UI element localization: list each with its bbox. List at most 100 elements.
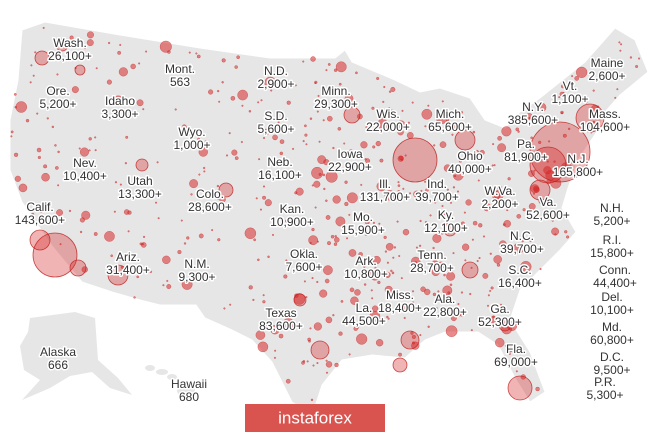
- bubble: [36, 112, 39, 115]
- bubble: [292, 147, 295, 150]
- bubble: [262, 128, 270, 136]
- bubble: [553, 160, 556, 163]
- bubble: [576, 66, 588, 78]
- state-name: Ala.: [435, 292, 456, 306]
- bubble: [118, 67, 128, 77]
- state-name: Ga.: [490, 302, 509, 316]
- bubble: [127, 230, 130, 233]
- bubble: [384, 285, 393, 294]
- bubble: [79, 217, 85, 223]
- bubble: [441, 183, 444, 186]
- bubble: [376, 76, 380, 80]
- state-count: 10,800+: [344, 267, 388, 281]
- bubble: [614, 96, 617, 99]
- bubble: [334, 235, 337, 238]
- bubble: [218, 100, 221, 103]
- bubble: [78, 147, 81, 150]
- bubble: [486, 304, 490, 307]
- bubble: [477, 179, 480, 182]
- bubble: [236, 55, 240, 59]
- bubble: [265, 176, 268, 179]
- bubble: [515, 127, 520, 132]
- bubble: [436, 112, 448, 124]
- bubble: [216, 184, 220, 188]
- bubble: [536, 102, 547, 113]
- bubble: [402, 187, 405, 190]
- state-name: Ark.: [355, 254, 376, 268]
- bubble: [420, 189, 423, 192]
- bubble: [174, 108, 177, 111]
- bubble: [535, 386, 540, 392]
- bubble: [421, 108, 433, 120]
- bubble: [198, 173, 201, 176]
- bubble: [338, 82, 342, 86]
- bubble: [309, 117, 313, 120]
- bubble: [501, 323, 512, 335]
- bubble: [166, 279, 169, 282]
- state-name: Wyo.: [178, 125, 205, 139]
- bubble: [41, 172, 50, 182]
- bubble: [284, 117, 288, 121]
- bubble: [13, 93, 17, 96]
- state-name: La.: [356, 301, 373, 315]
- bubble: [377, 118, 388, 130]
- bubble: [418, 244, 422, 247]
- bubble: [228, 132, 231, 135]
- bubble: [234, 65, 238, 69]
- watermark-banner: [245, 404, 385, 432]
- bubble: [342, 106, 345, 109]
- bubble: [445, 325, 458, 337]
- bubble: [94, 149, 97, 152]
- state-count: 3,300+: [101, 107, 138, 121]
- bubble: [51, 125, 55, 129]
- bubble: [110, 254, 113, 258]
- bubble: [344, 180, 348, 184]
- bubble: [344, 201, 349, 207]
- bubble: [638, 57, 641, 60]
- bubble: [371, 106, 375, 110]
- bubble: [355, 71, 358, 75]
- bubble: [372, 221, 375, 224]
- bubble: [404, 154, 407, 157]
- bubble: [478, 257, 481, 260]
- bubble: [190, 193, 193, 196]
- bubble: [424, 288, 431, 296]
- bubble: [59, 243, 62, 246]
- bubble: [55, 38, 69, 52]
- bubble: [607, 78, 610, 81]
- bubble: [411, 334, 416, 339]
- bubble: [384, 250, 388, 253]
- bubble: [181, 124, 187, 130]
- bubble: [81, 210, 91, 220]
- bubble: [314, 82, 317, 85]
- state-count: 52,600+: [526, 208, 570, 222]
- bubble: [335, 61, 347, 73]
- bubble: [42, 26, 45, 29]
- state-count: 52,300+: [478, 315, 522, 329]
- bubble: [277, 121, 280, 124]
- bubble: [180, 219, 183, 222]
- bubble: [333, 68, 338, 72]
- bubble: [79, 147, 89, 157]
- bubble: [325, 170, 338, 183]
- bubble: [145, 50, 148, 53]
- bubble: [244, 227, 257, 239]
- bubble: [270, 89, 273, 92]
- bubble: [348, 353, 351, 356]
- bubble: [107, 41, 111, 45]
- bubble: [57, 150, 60, 154]
- bubble: [307, 337, 311, 342]
- bubble: [504, 344, 508, 348]
- bubble: [348, 213, 351, 216]
- bubble: [356, 333, 368, 345]
- bubble: [401, 302, 410, 312]
- bubble: [432, 233, 442, 243]
- bubble: [55, 166, 59, 170]
- bubble: [419, 305, 423, 310]
- bubble: [400, 277, 403, 280]
- state-name: Mo.: [353, 210, 373, 224]
- bubble: [271, 233, 274, 236]
- bubble: [493, 189, 504, 200]
- state-count: 5,200+: [39, 97, 76, 111]
- bubble: [57, 106, 60, 109]
